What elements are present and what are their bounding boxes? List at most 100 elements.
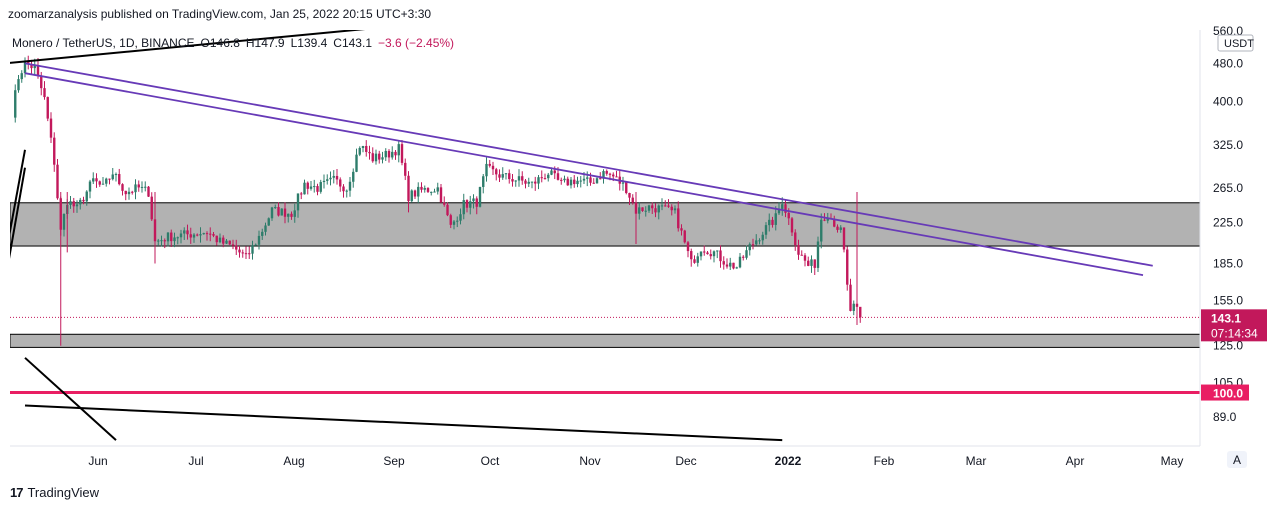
candle <box>228 240 231 246</box>
candle <box>179 229 183 244</box>
candle-body <box>859 306 862 318</box>
plot-area[interactable] <box>6 24 1201 442</box>
candle-body <box>209 233 212 235</box>
candle-body <box>569 179 573 186</box>
price-tick: 480.0 <box>1213 56 1243 70</box>
current-price-label: 143.1 <box>1211 311 1241 325</box>
candle <box>43 81 46 100</box>
candle <box>709 249 712 260</box>
candle <box>72 197 75 213</box>
candle <box>524 178 527 189</box>
candle-body <box>449 215 452 225</box>
candle-body <box>420 186 423 190</box>
candle-body <box>443 202 446 205</box>
candle-body <box>774 213 777 225</box>
candle-body <box>397 144 400 156</box>
current-price-label-bg <box>1201 309 1267 342</box>
candle-body <box>758 240 761 242</box>
price-axis[interactable]: 560.0480.0400.0325.0265.0225.0185.0155.0… <box>1199 24 1280 446</box>
price-tick: 185.0 <box>1213 256 1243 270</box>
candle <box>511 174 514 187</box>
candle-body <box>475 198 478 207</box>
candle <box>508 169 511 184</box>
tradingview-logo[interactable]: 17 TradingView <box>10 485 99 500</box>
candle <box>482 174 485 194</box>
candle <box>745 245 748 260</box>
candle-body <box>368 151 371 154</box>
price-tick: 155.0 <box>1213 294 1243 308</box>
candle <box>472 194 475 209</box>
candle-body <box>638 207 641 214</box>
candle <box>23 57 27 78</box>
candle-body <box>244 253 248 255</box>
time-tick: May <box>1161 454 1184 468</box>
candle-body <box>413 190 417 197</box>
candle <box>339 177 342 192</box>
candle <box>30 59 33 74</box>
candle-body <box>790 218 794 233</box>
candle <box>53 132 56 172</box>
auto-scale-button[interactable]: A <box>1227 451 1247 468</box>
candle <box>592 178 595 184</box>
candle-body <box>205 233 209 235</box>
candle <box>365 140 368 157</box>
support-zone-1 <box>10 202 1200 247</box>
candle <box>332 170 335 184</box>
candle-body <box>79 199 82 205</box>
candle-body <box>628 192 631 198</box>
candle <box>673 205 677 214</box>
candle-body <box>712 251 716 257</box>
candle-body <box>280 208 283 216</box>
candle-body <box>82 199 85 202</box>
candle <box>391 146 394 160</box>
candle <box>378 150 381 164</box>
candle <box>628 192 631 205</box>
candle <box>501 167 504 180</box>
candle-body <box>595 178 599 184</box>
candle-body <box>605 171 608 174</box>
candle <box>46 96 49 122</box>
candle <box>579 176 582 188</box>
candle-body <box>462 200 465 215</box>
candle-body <box>108 178 111 180</box>
candle-body <box>631 197 634 203</box>
candle <box>215 235 218 246</box>
time-tick: Sep <box>383 454 405 468</box>
candle-body <box>495 169 498 175</box>
candle-body <box>179 233 183 238</box>
candle <box>368 145 371 160</box>
candle <box>196 233 199 237</box>
candle-body <box>345 190 348 192</box>
candle <box>261 228 264 240</box>
currency-button[interactable]: USDT <box>1217 34 1254 52</box>
candle-body <box>251 245 254 254</box>
candle <box>105 177 108 187</box>
candle <box>108 178 111 185</box>
candle <box>166 232 170 247</box>
candle <box>254 243 257 246</box>
candle <box>537 174 540 190</box>
candle <box>660 198 664 211</box>
candle-body <box>813 259 816 268</box>
time-axis[interactable]: Jun Jul Aug Sep Oct Nov Dec 2022 Feb Mar Apr May <box>10 445 1200 468</box>
candle-body <box>127 191 131 195</box>
candle <box>449 213 452 229</box>
candle-body <box>277 207 280 216</box>
candle <box>335 168 339 185</box>
chart-legend: Monero / TetherUS, 1D, BINANCE O146.8 H147… <box>12 36 454 50</box>
candle-body <box>137 184 140 188</box>
candle-body <box>36 65 40 76</box>
candle-body <box>465 200 469 208</box>
candle <box>498 169 501 182</box>
candle-body <box>300 193 303 195</box>
candle-body <box>199 234 202 236</box>
candle <box>514 180 517 187</box>
candle <box>540 170 543 183</box>
price-chart[interactable]: Monero / TetherUS, 1D, BINANCE O146.8 H147… <box>0 0 1280 478</box>
candle <box>27 55 30 70</box>
candle <box>75 200 79 213</box>
candle <box>670 204 673 216</box>
candle <box>602 169 605 184</box>
candle-body <box>17 79 20 91</box>
candle-body <box>69 201 72 205</box>
